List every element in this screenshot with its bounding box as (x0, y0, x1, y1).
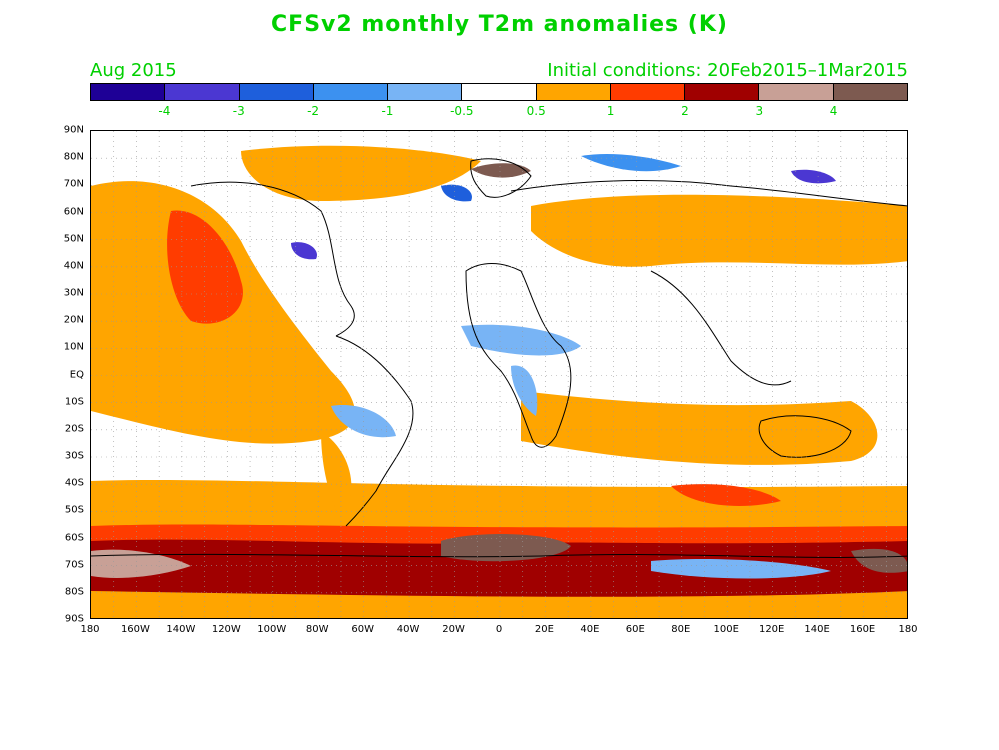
forecast-month-label: Aug 2015 (90, 60, 177, 81)
legend-swatch (462, 84, 537, 100)
legend-swatch (833, 84, 907, 100)
coastlines (91, 158, 907, 558)
longitude-label: 140E (804, 624, 830, 635)
legend-tick-label: 4 (829, 104, 838, 118)
latitude-label: 20S (64, 423, 84, 435)
legend-tick-label: -0.5 (450, 104, 474, 118)
longitude-label: 80W (305, 624, 329, 635)
legend-swatch (313, 84, 389, 100)
latitude-label: 80S (64, 586, 84, 598)
latitude-label: 50S (64, 504, 84, 516)
latitude-label: 90N (63, 124, 84, 136)
longitude-label: 60W (351, 624, 374, 635)
anomaly-map (90, 130, 908, 619)
legend-tick-label: 1 (606, 104, 615, 118)
longitude-label: 80E (671, 624, 691, 635)
longitude-label: 180 (80, 624, 100, 635)
legend-swatch (610, 84, 686, 100)
cold-anomaly-regions (291, 154, 836, 579)
latitude-label: 10N (63, 341, 84, 353)
longitude-label: 100W (257, 624, 287, 635)
longitude-label: 120W (211, 624, 241, 635)
longitude-label: 40E (580, 624, 600, 635)
legend-swatch (388, 84, 463, 100)
legend-swatch (91, 84, 166, 100)
longitude-label: 20W (442, 624, 465, 635)
latitude-label: 70S (64, 559, 84, 571)
longitude-label: 160E (849, 624, 876, 635)
latitude-label: 30S (64, 450, 84, 462)
longitude-label: 100E (713, 624, 739, 635)
latitude-label: 50N (63, 233, 84, 245)
latitude-label: 20N (63, 314, 84, 326)
latitude-label: 10S (64, 396, 84, 408)
extreme-warm-regions (91, 163, 907, 597)
latitude-label: 40S (64, 477, 84, 489)
legend-swatch (536, 84, 611, 100)
latitude-label: 40N (63, 260, 84, 272)
longitude-label: 20E (534, 624, 554, 635)
longitude-label: 40W (396, 624, 420, 635)
legend-swatch (165, 84, 240, 100)
longitude-label: 180 (898, 624, 918, 635)
latitude-label: 30N (63, 287, 84, 299)
legend-tick-label: -3 (232, 104, 245, 118)
longitude-label: 0 (495, 624, 503, 635)
latitude-label: 80N (63, 151, 84, 163)
chart-title: CFSv2 monthly T2m anomalies (K) (271, 12, 728, 37)
color-legend-bar (90, 83, 908, 101)
legend-swatch (685, 84, 760, 100)
legend-tick-label: -4 (158, 104, 171, 118)
longitude-label: 60E (625, 624, 645, 635)
latitude-label: EQ (69, 369, 84, 380)
legend-tick-label: 3 (755, 104, 764, 118)
legend-tick-label: -1 (381, 104, 394, 118)
longitude-label: 120E (758, 624, 785, 635)
longitude-label: 160W (120, 624, 150, 635)
legend-tick-label: -2 (307, 104, 320, 118)
latitude-label: 60S (64, 532, 84, 543)
anomaly-map-svg (91, 131, 907, 618)
initial-conditions-label: Initial conditions: 20Feb2015–1Mar2015 (547, 60, 908, 81)
latitude-label: 90S (64, 613, 84, 625)
longitude-label: 140W (166, 624, 196, 635)
color-legend-labels: -4 -3 -2 -1 -0.5 0.5 1 2 3 4 (90, 104, 908, 120)
legend-swatch (759, 84, 834, 100)
latitude-label: 60N (63, 206, 84, 217)
legend-tick-label: 0.5 (526, 104, 546, 118)
legend-swatch (239, 84, 314, 100)
latitude-label: 70N (63, 178, 84, 190)
legend-tick-label: 2 (681, 104, 689, 118)
